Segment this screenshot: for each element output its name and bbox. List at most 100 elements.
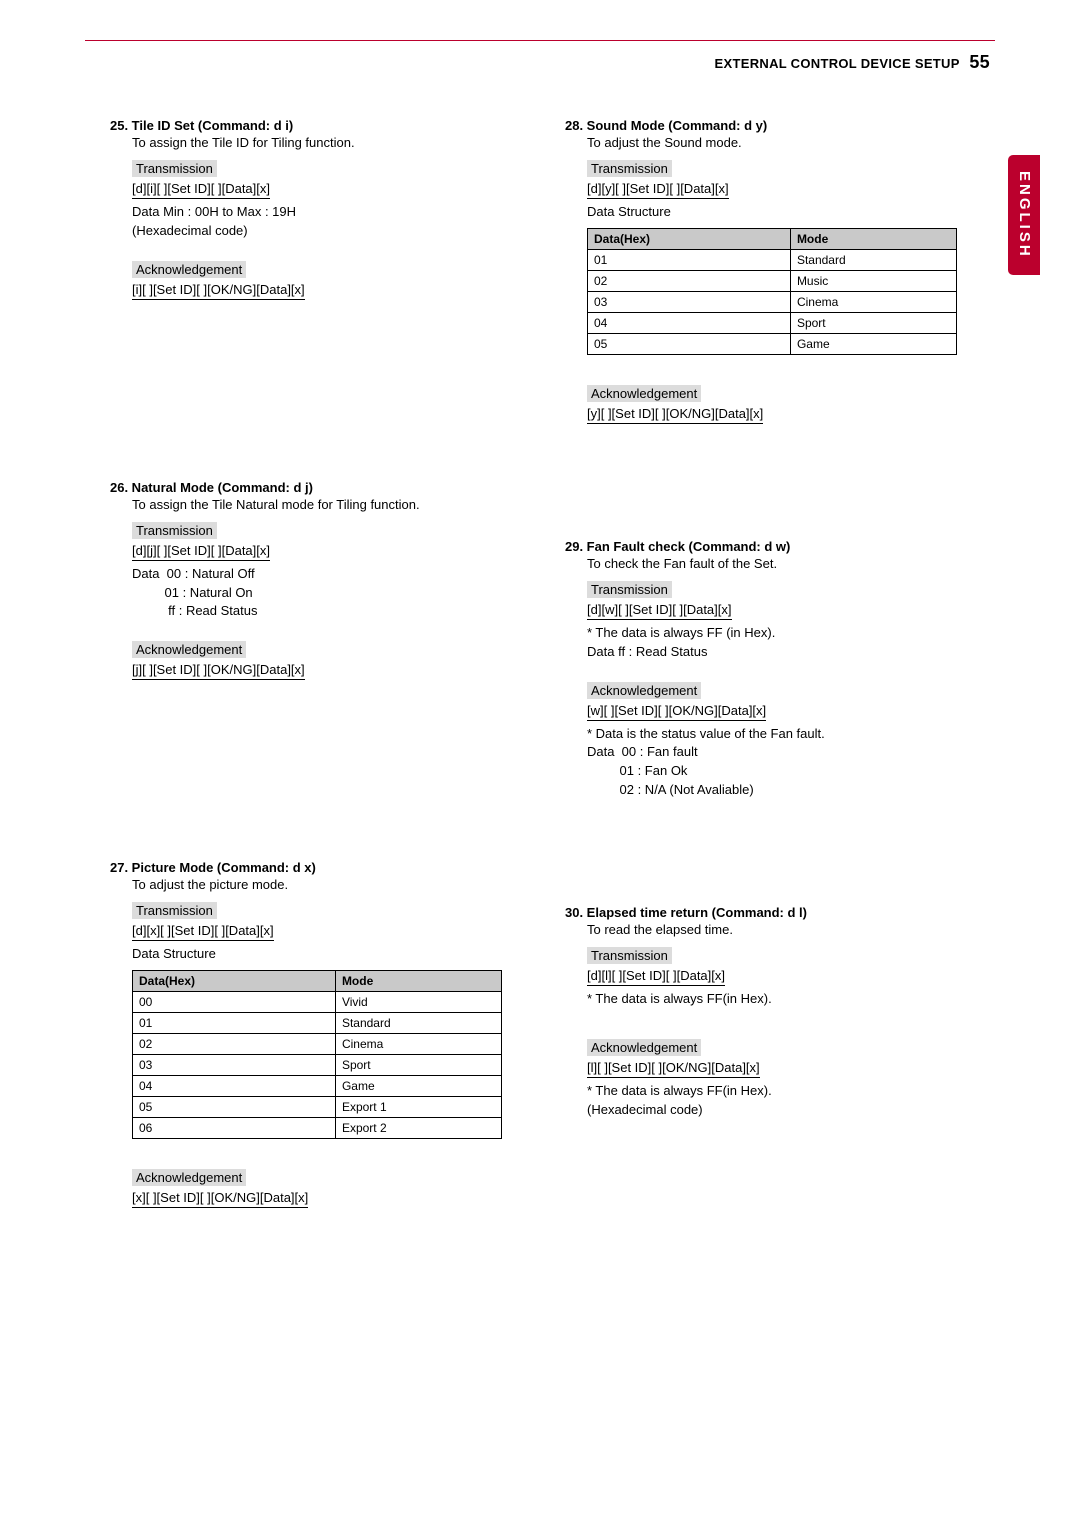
- table-cell: Standard: [790, 249, 956, 270]
- table-row: 01Standard: [133, 1013, 502, 1034]
- table-row: 03Sport: [133, 1055, 502, 1076]
- ack-code: [y][ ][Set ID][ ][OK/NG][Data][x]: [587, 404, 763, 424]
- ack-code: [x][ ][Set ID][ ][OK/NG][Data][x]: [132, 1188, 308, 1208]
- table-cell: Export 2: [335, 1118, 501, 1139]
- table-cell: Cinema: [790, 291, 956, 312]
- ack-label: Acknowledgement: [132, 261, 246, 278]
- table-row: 02Cinema: [133, 1034, 502, 1055]
- language-tab: ENGLISH: [1008, 155, 1040, 275]
- ds-label: Data Structure: [132, 945, 525, 964]
- section-desc: To adjust the picture mode.: [132, 877, 525, 892]
- section-29: 29. Fan Fault check (Command: d w) To ch…: [565, 539, 980, 800]
- table-cell: 05: [588, 333, 791, 354]
- table-cell: 01: [133, 1013, 336, 1034]
- table-cell: Game: [335, 1076, 501, 1097]
- tx-code: [d][w][ ][Set ID][ ][Data][x]: [587, 600, 732, 620]
- transmission-label: Transmission: [587, 581, 672, 598]
- table-cell: 06: [133, 1118, 336, 1139]
- section-28: 28. Sound Mode (Command: d y) To adjust …: [565, 118, 980, 424]
- table-cell: 02: [133, 1034, 336, 1055]
- table-row: 05Export 1: [133, 1097, 502, 1118]
- table-cell: 03: [588, 291, 791, 312]
- ack-label: Acknowledgement: [587, 682, 701, 699]
- header-rule: [85, 40, 995, 41]
- table-cell: Vivid: [335, 992, 501, 1013]
- ack-code: [l][ ][Set ID][ ][OK/NG][Data][x]: [587, 1058, 760, 1078]
- table-row: 02Music: [588, 270, 957, 291]
- section-30: 30. Elapsed time return (Command: d l) T…: [565, 905, 980, 1120]
- ack-label: Acknowledgement: [132, 1169, 246, 1186]
- section-title: 29. Fan Fault check (Command: d w): [565, 539, 980, 554]
- table-row: 00Vivid: [133, 992, 502, 1013]
- left-column: 25. Tile ID Set (Command: d i) To assign…: [110, 118, 525, 1268]
- transmission-label: Transmission: [587, 947, 672, 964]
- section-title: 25. Tile ID Set (Command: d i): [110, 118, 525, 133]
- transmission-label: Transmission: [132, 522, 217, 539]
- table-cell: Standard: [335, 1013, 501, 1034]
- table-cell: 04: [133, 1076, 336, 1097]
- table-cell: 01: [588, 249, 791, 270]
- page-header: EXTERNAL CONTROL DEVICE SETUP 55: [715, 52, 990, 73]
- section-desc: To assign the Tile ID for Tiling functio…: [132, 135, 525, 150]
- tx-code: [d][x][ ][Set ID][ ][Data][x]: [132, 921, 274, 941]
- ds-label: Data Structure: [587, 203, 980, 222]
- transmission-label: Transmission: [132, 902, 217, 919]
- table-row: 01Standard: [588, 249, 957, 270]
- section-26: 26. Natural Mode (Command: d j) To assig…: [110, 480, 525, 681]
- th-datahex: Data(Hex): [133, 971, 336, 992]
- table-cell: Game: [790, 333, 956, 354]
- content-area: 25. Tile ID Set (Command: d i) To assign…: [110, 118, 980, 1268]
- sound-mode-table: Data(Hex) Mode 01Standard02Music03Cinema…: [587, 228, 957, 355]
- table-row: 06Export 2: [133, 1118, 502, 1139]
- th-mode: Mode: [790, 228, 956, 249]
- th-mode: Mode: [335, 971, 501, 992]
- ack-code: [i][ ][Set ID][ ][OK/NG][Data][x]: [132, 280, 305, 300]
- table-row: 03Cinema: [588, 291, 957, 312]
- table-cell: Export 1: [335, 1097, 501, 1118]
- table-cell: 04: [588, 312, 791, 333]
- tx-note: Data Min : 00H to Max : 19H (Hexadecimal…: [132, 203, 525, 241]
- section-desc: To assign the Tile Natural mode for Tili…: [132, 497, 525, 512]
- page-number: 55: [969, 52, 990, 72]
- section-title: 28. Sound Mode (Command: d y): [565, 118, 980, 133]
- ack-label: Acknowledgement: [132, 641, 246, 658]
- section-desc: To read the elapsed time.: [587, 922, 980, 937]
- section-desc: To check the Fan fault of the Set.: [587, 556, 980, 571]
- table-body: 00Vivid01Standard02Cinema03Sport04Game05…: [133, 992, 502, 1139]
- ack-code: [j][ ][Set ID][ ][OK/NG][Data][x]: [132, 660, 305, 680]
- tx-code: [d][y][ ][Set ID][ ][Data][x]: [587, 179, 729, 199]
- ack-label: Acknowledgement: [587, 385, 701, 402]
- right-column: 28. Sound Mode (Command: d y) To adjust …: [565, 118, 980, 1268]
- section-27: 27. Picture Mode (Command: d x) To adjus…: [110, 860, 525, 1208]
- table-cell: 02: [588, 270, 791, 291]
- tx-note: * The data is always FF(in Hex).: [587, 990, 980, 1009]
- section-desc: To adjust the Sound mode.: [587, 135, 980, 150]
- tx-note: Data 00 : Natural Off 01 : Natural On ff…: [132, 565, 525, 622]
- ack-label: Acknowledgement: [587, 1039, 701, 1056]
- tx-code: [d][l][ ][Set ID][ ][Data][x]: [587, 966, 725, 986]
- table-row: 05Game: [588, 333, 957, 354]
- ack-note: * The data is always FF(in Hex). (Hexade…: [587, 1082, 980, 1120]
- table-cell: 05: [133, 1097, 336, 1118]
- th-datahex: Data(Hex): [588, 228, 791, 249]
- table-cell: Sport: [335, 1055, 501, 1076]
- section-25: 25. Tile ID Set (Command: d i) To assign…: [110, 118, 525, 300]
- table-cell: Cinema: [335, 1034, 501, 1055]
- section-title: 26. Natural Mode (Command: d j): [110, 480, 525, 495]
- tx-code: [d][i][ ][Set ID][ ][Data][x]: [132, 179, 270, 199]
- section-title: 27. Picture Mode (Command: d x): [110, 860, 525, 875]
- picture-mode-table: Data(Hex) Mode 00Vivid01Standard02Cinema…: [132, 970, 502, 1139]
- section-title: 30. Elapsed time return (Command: d l): [565, 905, 980, 920]
- table-cell: Music: [790, 270, 956, 291]
- ack-code: [w][ ][Set ID][ ][OK/NG][Data][x]: [587, 701, 766, 721]
- table-row: 04Sport: [588, 312, 957, 333]
- tx-note: * The data is always FF (in Hex). Data f…: [587, 624, 980, 662]
- table-cell: Sport: [790, 312, 956, 333]
- ack-note: * Data is the status value of the Fan fa…: [587, 725, 980, 800]
- transmission-label: Transmission: [587, 160, 672, 177]
- transmission-label: Transmission: [132, 160, 217, 177]
- table-cell: 03: [133, 1055, 336, 1076]
- tx-code: [d][j][ ][Set ID][ ][Data][x]: [132, 541, 270, 561]
- header-title: EXTERNAL CONTROL DEVICE SETUP: [715, 56, 960, 71]
- table-row: 04Game: [133, 1076, 502, 1097]
